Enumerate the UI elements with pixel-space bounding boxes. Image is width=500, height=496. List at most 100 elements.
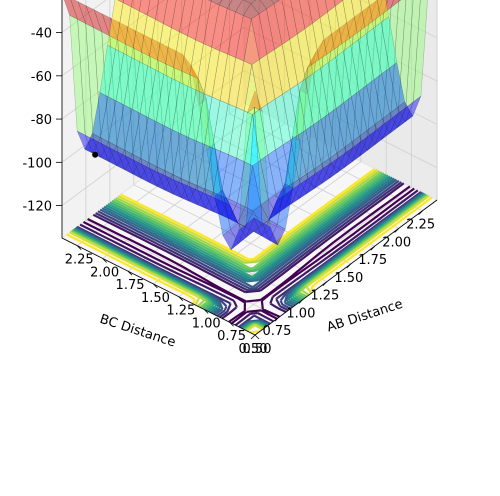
surface-face [383, 0, 394, 14]
surface-face [337, 35, 354, 160]
surface-face [158, 41, 175, 69]
surface-face [188, 140, 205, 186]
surface-face [366, 124, 383, 145]
surface-face [164, 78, 181, 131]
z-tick-label: -80 [31, 113, 52, 128]
contour-projection [66, 167, 433, 334]
surface-face [329, 40, 346, 165]
surface-face [139, 65, 157, 118]
surface-face [155, 23, 172, 75]
surface-face [396, 101, 414, 123]
surface-face [163, 0, 177, 29]
surface-face [181, 71, 199, 191]
surface-face [69, 14, 86, 136]
surface-face [150, 37, 167, 65]
surface-face [117, 21, 135, 49]
surface-face [259, 53, 276, 105]
surface-face [253, 219, 270, 237]
surface-face [205, 193, 222, 216]
surface-face [375, 0, 389, 20]
gridline [229, 0, 423, 212]
surface-face [252, 108, 269, 161]
surface-face [229, 205, 246, 228]
surface-face [246, 89, 264, 114]
surface-face [335, 102, 352, 149]
surface-face [188, 89, 205, 142]
surface-face [198, 98, 215, 151]
surface-face [138, 0, 151, 16]
surface-face [388, 62, 406, 108]
surface-face [343, 96, 360, 143]
surface-face [260, 199, 277, 221]
surface-face [76, 130, 94, 154]
surface-face [298, 0, 313, 30]
x-tick-mark [370, 245, 376, 251]
surface-face [211, 4, 228, 52]
surface-face [397, 101, 414, 129]
contour-line [66, 167, 433, 334]
surface-face [284, 135, 301, 189]
surface-face [307, 0, 321, 24]
surface-face [381, 112, 399, 140]
surface-face [250, 0, 267, 15]
surface-face [328, 152, 346, 179]
surface-face [125, 25, 143, 53]
surface-face [165, 175, 182, 199]
surface-face [124, 108, 141, 155]
surface-face [100, 142, 118, 167]
surface-face [251, 13, 268, 60]
x-axis-line [254, 199, 438, 336]
surface-face [268, 194, 285, 221]
gridline [102, 0, 286, 259]
surface-face [164, 174, 182, 195]
surface-face [107, 48, 124, 102]
y-tick-mark [153, 283, 158, 289]
surface-face [243, 18, 260, 65]
surface-face [351, 0, 367, 41]
surface-face [108, 147, 126, 171]
surface-face [196, 93, 213, 145]
surface-face [376, 0, 390, 23]
surface-face [228, 157, 245, 204]
x-tick-label: 1.25 [310, 289, 339, 304]
surface-face [116, 149, 133, 171]
surface-face [237, 222, 255, 238]
surface-face [327, 56, 344, 109]
surface-face [166, 45, 183, 72]
marked-point [92, 151, 99, 158]
surface-face [237, 206, 254, 228]
x-tick-label: 0.75 [262, 324, 291, 339]
y-tick-label: 0.75 [217, 329, 246, 344]
surface-face [206, 143, 223, 197]
surface-face [196, 144, 213, 190]
surface-face [350, 39, 367, 92]
surface-face [70, 0, 87, 25]
surface-face [313, 118, 330, 165]
surface-face [266, 3, 283, 50]
surface-face [307, 39, 324, 68]
surface-face [267, 149, 284, 195]
surface-face [380, 16, 398, 69]
surface-face [261, 222, 279, 246]
surface-face [336, 146, 354, 174]
surface-face [174, 49, 191, 76]
surface-face [220, 154, 237, 200]
surface-face [133, 29, 151, 57]
surface-face [156, 125, 173, 171]
x-tick-label: 2.25 [406, 218, 435, 233]
surface-face [77, 1, 95, 29]
surface-face [85, 23, 102, 144]
surface-face [132, 158, 149, 179]
surface-face [298, 173, 315, 194]
surface-face [203, 46, 220, 98]
surface-face [275, 188, 292, 210]
surface-face [207, 0, 213, 2]
surface-face [271, 0, 281, 5]
surface-face [358, 33, 375, 86]
surface-face [204, 96, 221, 149]
surface-face [252, 204, 270, 226]
surface-face [227, 57, 245, 108]
gridline [205, 0, 399, 229]
y-tick-mark [254, 334, 260, 340]
